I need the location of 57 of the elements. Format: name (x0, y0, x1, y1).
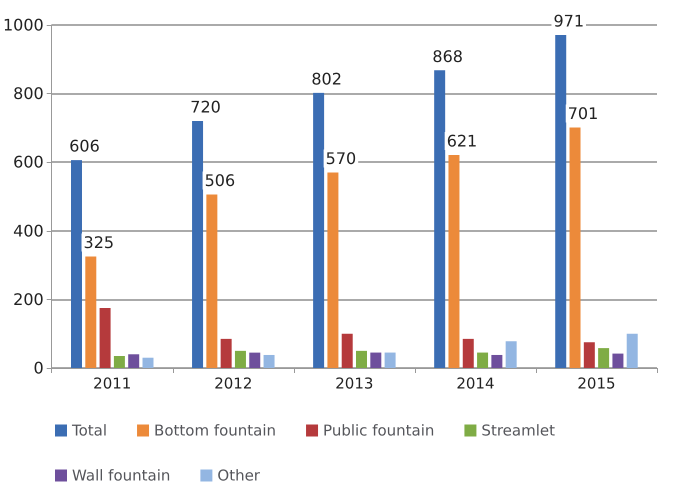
bar (249, 352, 260, 368)
bar (356, 350, 368, 368)
bar (327, 172, 338, 368)
x-tick-label: 2014 (456, 374, 495, 392)
legend-label: Bottom fountain (154, 422, 276, 440)
bar (128, 354, 140, 368)
bar (384, 352, 396, 368)
bar (234, 350, 246, 368)
bar (206, 194, 218, 368)
bar (434, 70, 446, 368)
data-label: 868 (432, 46, 463, 66)
bar (142, 358, 154, 368)
x-tick-label: 2011 (93, 374, 132, 392)
bar (264, 354, 275, 368)
bar (342, 334, 353, 368)
legend-label: Streamlet (481, 422, 556, 440)
bar (477, 352, 488, 368)
x-tick-label: 2013 (335, 374, 374, 392)
data-label: 971 (553, 11, 584, 30)
data-label: 506 (204, 170, 236, 190)
y-tick-label: 400 (13, 221, 44, 240)
bar (598, 348, 610, 368)
bar (448, 154, 460, 368)
data-label: 701 (568, 104, 598, 124)
bar (370, 352, 382, 368)
data-label: 570 (326, 148, 356, 168)
y-tick-label: 200 (13, 290, 44, 309)
x-tick-label: 2015 (577, 374, 616, 392)
bar (462, 338, 474, 368)
y-tick-label: 600 (13, 152, 44, 172)
data-label: 606 (69, 136, 100, 156)
x-tick-label: 2012 (214, 374, 252, 392)
bar (114, 356, 125, 368)
bar (100, 308, 111, 368)
bar (220, 338, 232, 368)
data-label: 325 (84, 233, 114, 252)
legend-label: Total (71, 422, 108, 440)
bar (192, 121, 204, 368)
legend-label: Wall fountain (72, 466, 170, 484)
bar (491, 354, 502, 368)
legend-label: Other (217, 466, 261, 484)
y-tick-label: 800 (13, 84, 44, 104)
y-tick-label: 1000 (3, 16, 44, 34)
bar (555, 34, 566, 368)
bar (506, 341, 517, 368)
bar (85, 256, 96, 368)
y-tick-label: 0 (34, 358, 44, 378)
bar (612, 354, 624, 368)
bar (313, 92, 324, 368)
bar (70, 160, 82, 368)
data-label: 802 (311, 69, 342, 88)
data-label: 621 (446, 131, 478, 150)
bar (584, 342, 595, 368)
data-label: 720 (190, 98, 221, 117)
bar (626, 334, 638, 368)
legend-label: Public fountain (323, 422, 434, 440)
bar (570, 128, 581, 368)
